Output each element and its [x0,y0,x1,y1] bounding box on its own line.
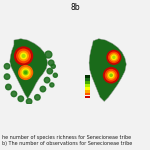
Text: he number of species richness for Senecioneae tribe
b) The number of observation: he number of species richness for Seneci… [2,135,132,146]
Circle shape [25,72,27,74]
Circle shape [20,67,31,78]
Bar [85,81,90,84]
Bar [85,87,90,90]
Circle shape [107,50,121,64]
Bar [85,96,90,98]
Bar [85,93,90,95]
Circle shape [109,52,119,63]
Circle shape [22,55,25,57]
Circle shape [4,64,10,69]
Circle shape [18,96,24,102]
Circle shape [47,68,52,74]
Circle shape [107,71,115,79]
Circle shape [19,66,33,79]
Circle shape [22,69,29,76]
Circle shape [23,70,28,75]
Circle shape [21,53,26,59]
Bar [85,78,90,81]
Circle shape [112,55,116,60]
Circle shape [19,51,28,61]
Polygon shape [89,39,126,102]
Circle shape [110,54,117,61]
Bar [85,75,90,78]
Circle shape [51,64,55,68]
Circle shape [53,73,57,77]
Circle shape [35,95,40,100]
Circle shape [109,73,114,78]
Circle shape [105,70,117,81]
Polygon shape [10,39,48,99]
Circle shape [110,74,112,76]
Circle shape [113,56,115,58]
Circle shape [4,74,10,79]
Circle shape [26,99,32,104]
Circle shape [103,68,119,83]
Bar [85,84,90,87]
Circle shape [11,91,17,97]
Circle shape [6,84,11,90]
Circle shape [48,60,54,66]
Circle shape [44,77,50,83]
Circle shape [40,86,46,92]
Circle shape [15,47,33,65]
Circle shape [45,51,52,58]
Circle shape [17,49,30,63]
Text: 8b: 8b [70,3,80,12]
Bar [85,90,90,93]
Circle shape [50,83,54,87]
